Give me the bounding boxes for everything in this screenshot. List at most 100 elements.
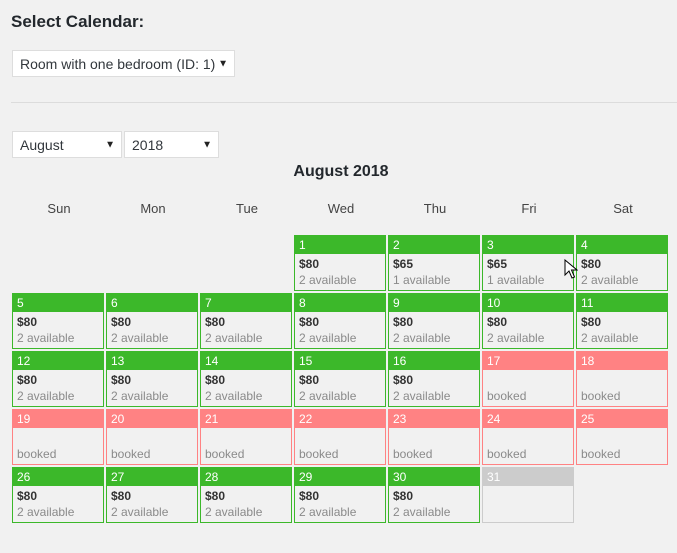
day-number: 18	[577, 352, 667, 370]
calendar-grid: 1 $80 2 available 2 $65 1 available 3 $65 1 avai…	[12, 235, 668, 523]
day-cell-4[interactable]: 4 $80 2 available	[576, 235, 668, 291]
day-number: 24	[483, 410, 573, 428]
day-number: 2	[389, 236, 479, 254]
day-cell-18: 18 booked	[576, 351, 668, 407]
day-cell-28[interactable]: 28 $80 2 available	[200, 467, 292, 523]
day-status: 2 available	[299, 389, 357, 403]
day-number: 19	[13, 410, 103, 428]
day-cell-2[interactable]: 2 $65 1 available	[388, 235, 480, 291]
day-number: 25	[577, 410, 667, 428]
day-status: 2 available	[205, 331, 263, 345]
day-price	[107, 431, 197, 445]
day-status: 2 available	[17, 389, 75, 403]
day-number: 14	[201, 352, 291, 370]
day-price: $80	[393, 315, 414, 329]
day-price: $80	[111, 489, 132, 503]
day-cell-11[interactable]: 11 $80 2 available	[576, 293, 668, 349]
day-price: $80	[111, 373, 132, 387]
day-status: booked	[17, 447, 57, 461]
caret-down-icon: ▼	[202, 139, 212, 150]
day-cell-21: 21 booked	[200, 409, 292, 465]
calendar-select[interactable]: Room with one bedroom (ID: 1) ▼	[12, 50, 235, 77]
day-cell-16[interactable]: 16 $80 2 available	[388, 351, 480, 407]
day-number: 30	[389, 468, 479, 486]
day-price: $80	[393, 489, 414, 503]
day-price: $80	[393, 373, 414, 387]
day-status: 2 available	[205, 505, 263, 519]
day-price	[295, 431, 385, 445]
day-price	[201, 431, 291, 445]
day-number: 11	[577, 294, 667, 312]
empty-day-cell	[106, 235, 198, 291]
day-number: 9	[389, 294, 479, 312]
day-status: booked	[393, 447, 433, 461]
weekday-header-row: Sun Mon Tue Wed Thu Fri Sat	[12, 201, 670, 217]
day-number: 22	[295, 410, 385, 428]
divider	[11, 102, 677, 103]
day-cell-19: 19 booked	[12, 409, 104, 465]
day-number: 20	[107, 410, 197, 428]
day-cell-9[interactable]: 9 $80 2 available	[388, 293, 480, 349]
day-status: booked	[299, 447, 339, 461]
day-cell-26[interactable]: 26 $80 2 available	[12, 467, 104, 523]
day-number: 1	[295, 236, 385, 254]
day-cell-31: 31	[482, 467, 574, 523]
day-price: $80	[299, 315, 320, 329]
day-status: 2 available	[299, 505, 357, 519]
day-number: 27	[107, 468, 197, 486]
day-cell-30[interactable]: 30 $80 2 available	[388, 467, 480, 523]
day-status: 2 available	[487, 331, 545, 345]
day-cell-14[interactable]: 14 $80 2 available	[200, 351, 292, 407]
weekday-thu: Thu	[423, 201, 447, 216]
day-cell-27[interactable]: 27 $80 2 available	[106, 467, 198, 523]
calendar-heading: August 2018	[293, 163, 389, 180]
day-cell-3[interactable]: 3 $65 1 available	[482, 235, 574, 291]
weekday-sat: Sat	[613, 201, 633, 216]
day-status: booked	[581, 447, 621, 461]
day-cell-7[interactable]: 7 $80 2 available	[200, 293, 292, 349]
day-status: 2 available	[393, 331, 451, 345]
day-cell-8[interactable]: 8 $80 2 available	[294, 293, 386, 349]
day-number: 10	[483, 294, 573, 312]
day-price: $80	[299, 373, 320, 387]
day-cell-24: 24 booked	[482, 409, 574, 465]
day-status: 2 available	[205, 389, 263, 403]
day-price: $65	[393, 257, 414, 271]
month-select-value: August	[20, 136, 64, 153]
day-price	[577, 373, 667, 387]
month-select[interactable]: August ▼	[12, 131, 122, 158]
day-price: $80	[17, 315, 38, 329]
day-status: booked	[487, 389, 527, 403]
day-price: $80	[299, 489, 320, 503]
day-cell-22: 22 booked	[294, 409, 386, 465]
day-status: booked	[205, 447, 245, 461]
day-cell-12[interactable]: 12 $80 2 available	[12, 351, 104, 407]
day-number: 5	[13, 294, 103, 312]
day-cell-1[interactable]: 1 $80 2 available	[294, 235, 386, 291]
day-cell-6[interactable]: 6 $80 2 available	[106, 293, 198, 349]
day-cell-25: 25 booked	[576, 409, 668, 465]
day-cell-15[interactable]: 15 $80 2 available	[294, 351, 386, 407]
day-price	[389, 431, 479, 445]
day-cell-5[interactable]: 5 $80 2 available	[12, 293, 104, 349]
day-number: 4	[577, 236, 667, 254]
day-cell-10[interactable]: 10 $80 2 available	[482, 293, 574, 349]
day-price	[483, 431, 573, 445]
caret-down-icon: ▼	[105, 139, 115, 150]
day-price: $80	[487, 315, 508, 329]
day-number: 17	[483, 352, 573, 370]
day-number: 12	[13, 352, 103, 370]
day-cell-29[interactable]: 29 $80 2 available	[294, 467, 386, 523]
day-number: 8	[295, 294, 385, 312]
day-cell-20: 20 booked	[106, 409, 198, 465]
day-cell-13[interactable]: 13 $80 2 available	[106, 351, 198, 407]
day-price: $80	[299, 257, 320, 271]
day-status: 2 available	[581, 331, 639, 345]
day-price: $80	[581, 315, 602, 329]
day-price: $80	[205, 315, 226, 329]
year-select[interactable]: 2018 ▼	[124, 131, 219, 158]
day-cell-17: 17 booked	[482, 351, 574, 407]
weekday-mon: Mon	[140, 201, 166, 216]
day-number: 16	[389, 352, 479, 370]
day-price: $80	[17, 373, 38, 387]
